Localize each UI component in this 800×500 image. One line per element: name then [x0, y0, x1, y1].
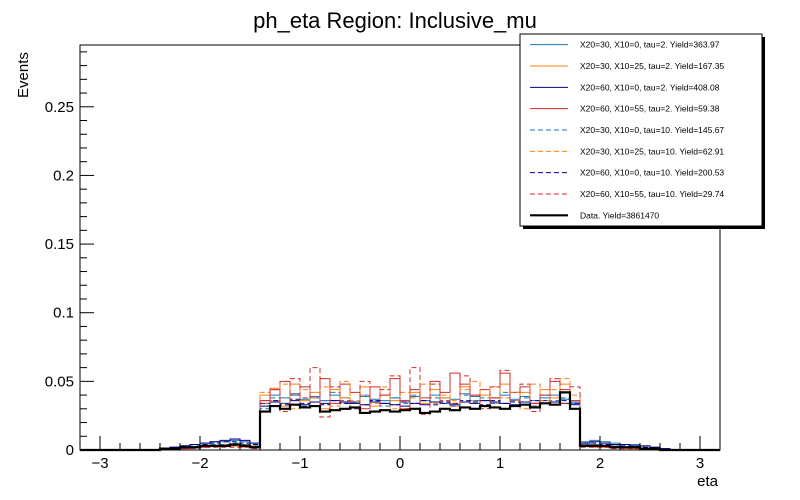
legend: X20=30, X10=0, tau=2. Yield=363.97 X20=30…: [519, 33, 765, 229]
legend-entry: X20=30, X10=25, tau=10. Yield=62.91: [580, 146, 724, 156]
x-tick-label: 1: [496, 455, 504, 472]
y-tick-label: 0.15: [45, 236, 74, 253]
y-axis: 0 0.05 0.1 0.15 0.2 0.25: [45, 51, 94, 459]
legend-entry: X20=30, X10=0, tau=10. Yield=145.67: [580, 125, 724, 135]
x-tick-label: 2: [596, 455, 604, 472]
y-tick-label: 0.2: [53, 167, 74, 184]
y-tick-label: 0.25: [45, 99, 74, 116]
series-line-7: [80, 398, 720, 451]
legend-entry: X20=30, X10=25, tau=2. Yield=167.35: [580, 61, 724, 71]
series-line-9: [80, 391, 720, 452]
x-tick-label: −1: [291, 455, 308, 472]
legend-entry: Data. Yield=3861470: [580, 210, 659, 220]
x-axis: −3 −2 −1 0 1 2 3: [79, 436, 721, 472]
y-tick-label: 0.1: [53, 305, 74, 322]
chart-title: ph_eta Region: Inclusive_mu: [253, 8, 537, 33]
legend-entry: X20=60, X10=55, tau=10. Yield=29.74: [580, 189, 724, 199]
legend-entry: X20=60, X10=55, tau=2. Yield=59.38: [580, 104, 720, 114]
series-line-8: [80, 367, 720, 451]
legend-entry: X20=60, X10=0, tau=10. Yield=200.53: [580, 168, 724, 178]
y-tick-label: 0.05: [45, 373, 74, 390]
y-tick-label: 0: [66, 442, 74, 459]
x-tick-label: 3: [696, 455, 704, 472]
x-tick-label: −2: [191, 455, 208, 472]
x-tick-label: 0: [396, 455, 404, 472]
legend-entry: X20=30, X10=0, tau=2. Yield=363.97: [580, 40, 720, 50]
x-axis-label: eta: [697, 473, 719, 490]
x-tick-label: −3: [91, 455, 108, 472]
legend-entry: X20=60, X10=0, tau=2. Yield=408.08: [580, 82, 720, 92]
y-axis-label: Events: [15, 52, 32, 98]
